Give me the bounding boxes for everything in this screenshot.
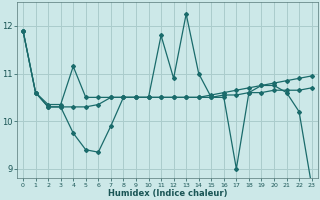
X-axis label: Humidex (Indice chaleur): Humidex (Indice chaleur) xyxy=(108,189,227,198)
